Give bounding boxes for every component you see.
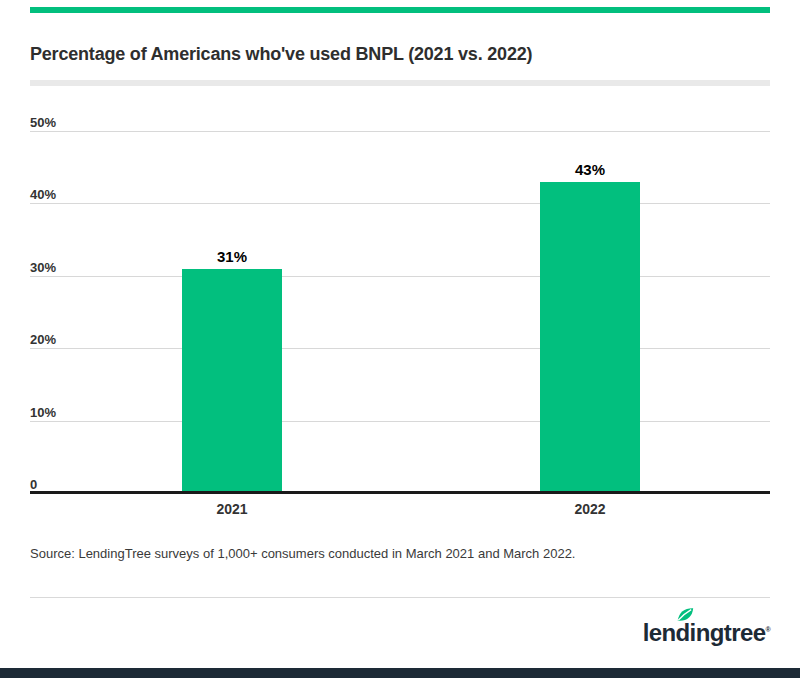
source-note: Source: LendingTree surveys of 1,000+ co… xyxy=(30,546,770,561)
y-axis-tick-label: 20% xyxy=(30,332,56,348)
trademark-symbol: ® xyxy=(765,626,770,633)
bar-2021 xyxy=(182,269,282,493)
leaf-icon xyxy=(672,603,696,631)
gridline xyxy=(30,276,770,277)
x-axis-category-label: 2022 xyxy=(540,501,640,517)
bar-value-label: 43% xyxy=(540,161,640,179)
logo-wordmark: lendingtree® xyxy=(630,606,770,647)
gridline xyxy=(30,421,770,422)
bottom-footer-bar xyxy=(0,668,800,678)
chart-page: Percentage of Americans who've used BNPL… xyxy=(0,0,800,678)
y-axis-tick-label: 50% xyxy=(30,115,56,131)
gridline xyxy=(30,348,770,349)
y-axis-tick-label: 40% xyxy=(30,187,56,203)
gridline xyxy=(30,131,770,132)
lendingtree-logo: lendingtree® xyxy=(630,606,770,656)
gridline xyxy=(30,203,770,204)
bar-2022 xyxy=(540,182,640,493)
y-axis-tick-label: 10% xyxy=(30,405,56,421)
bar-value-label: 31% xyxy=(182,248,282,266)
bar-chart: 010%20%30%40%50%31%202143%2022 xyxy=(0,0,800,678)
footer-divider xyxy=(30,597,770,598)
x-axis-line xyxy=(30,491,770,494)
x-axis-category-label: 2021 xyxy=(182,501,282,517)
y-axis-tick-label: 30% xyxy=(30,260,56,276)
